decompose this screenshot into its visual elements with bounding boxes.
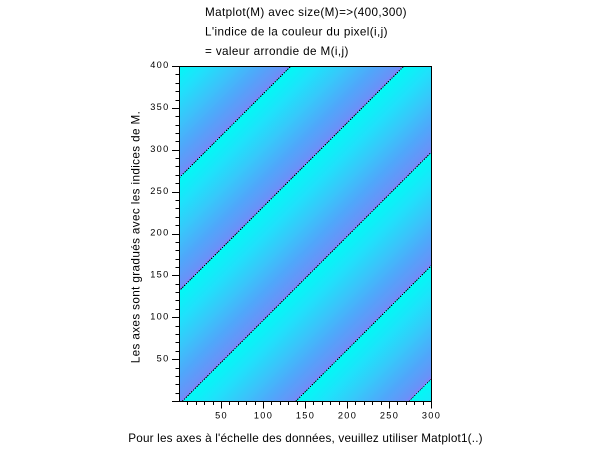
svg-text:300: 300 (150, 144, 169, 154)
svg-text:Matplot(M) avec size(M)=>(400,: Matplot(M) avec size(M)=>(400,300) (205, 6, 407, 19)
svg-text:100: 100 (254, 411, 273, 421)
svg-text:= valeur arrondie de M(i,j): = valeur arrondie de M(i,j) (205, 45, 349, 58)
svg-text:200: 200 (150, 228, 169, 238)
svg-text:150: 150 (150, 270, 169, 280)
svg-text:200: 200 (338, 411, 357, 421)
svg-text:50: 50 (157, 353, 170, 363)
svg-text:250: 250 (150, 186, 169, 196)
svg-text:250: 250 (380, 411, 399, 421)
svg-text:350: 350 (150, 102, 169, 112)
svg-text:100: 100 (150, 311, 169, 321)
svg-text:Pour les axes à l'échelle des: Pour les axes à l'échelle des données, v… (128, 432, 483, 445)
svg-text:50: 50 (215, 411, 228, 421)
svg-text:400: 400 (150, 60, 169, 70)
svg-text:300: 300 (422, 411, 441, 421)
svg-text:150: 150 (296, 411, 315, 421)
svg-text:L'indice de la couleur du pixe: L'indice de la couleur du pixel(i,j) (205, 26, 388, 39)
svg-text:Les axes sont gradués avec les: Les axes sont gradués avec les indices d… (130, 111, 143, 364)
